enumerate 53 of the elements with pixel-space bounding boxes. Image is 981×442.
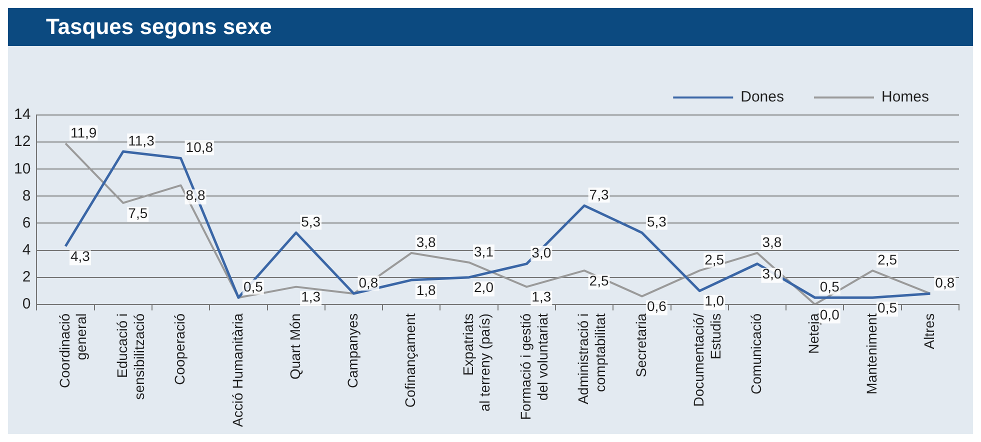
data-label: 2,5 (704, 251, 724, 268)
x-tick-label: Coordinació general (56, 313, 90, 388)
x-tick-label: Secretaria (632, 313, 649, 378)
x-tick-label: Acció Humanitària (229, 313, 246, 428)
data-label: 1,3 (532, 288, 552, 305)
data-label: 8,8 (186, 187, 206, 204)
data-label: 7,3 (589, 186, 609, 202)
data-label: 0,8 (935, 274, 955, 290)
y-tick-label: 10 (14, 160, 31, 178)
data-label: 1,0 (704, 292, 724, 309)
data-label: 1,3 (301, 288, 321, 305)
data-label: 2,0 (474, 279, 494, 296)
x-tick-label: Neteja (806, 313, 822, 354)
chart-title: Tasques segons sexe (8, 8, 973, 46)
y-tick-label: 8 (22, 187, 31, 204)
data-label: 4,3 (70, 248, 90, 264)
y-tick-label: 14 (14, 106, 31, 124)
data-label: 3,0 (762, 266, 782, 282)
x-tick-label: Documentació/ Estudis (690, 313, 724, 407)
data-label: 0,8 (358, 274, 378, 290)
y-tick-label: 4 (22, 241, 31, 258)
data-label: 3,8 (762, 234, 782, 250)
x-tick-label: Expatriats al terreny (país) (460, 313, 493, 412)
data-label: 0,5 (878, 299, 898, 316)
data-label: 10,8 (186, 139, 214, 156)
data-label: 0,5 (820, 278, 840, 294)
legend-label: Dones (740, 88, 784, 106)
x-tick-label: Comunicació (748, 313, 764, 394)
y-tick-label: 2 (22, 268, 31, 286)
data-label: 1,8 (416, 282, 436, 298)
x-tick-label: Altres (921, 313, 938, 350)
data-label: 0,0 (820, 306, 840, 322)
data-label: 5,3 (646, 214, 667, 230)
data-label: 0,6 (646, 298, 667, 314)
data-label: 11,3 (128, 132, 155, 148)
data-label: 2,5 (589, 272, 609, 288)
y-tick-label: 6 (22, 214, 31, 232)
x-tick-label: Campanyes (344, 313, 361, 388)
legend-label: Homes (881, 88, 930, 106)
data-label: 0,5 (243, 278, 264, 294)
data-label: 7,5 (128, 204, 148, 221)
data-label: 3,1 (474, 243, 494, 260)
x-tick-label: Cofinançament (402, 313, 418, 408)
x-tick-label: Manteniment (863, 313, 880, 394)
data-label: 3,0 (532, 244, 552, 261)
data-label: 5,3 (301, 214, 321, 230)
data-label: 11,9 (70, 124, 97, 140)
y-tick-label: 0 (22, 296, 31, 313)
data-label: 2,5 (878, 251, 898, 268)
x-tick-label: Quart Món (286, 313, 303, 380)
y-tick-label: 12 (14, 133, 31, 150)
data-label: 3,8 (416, 234, 436, 250)
x-tick-label: Cooperació (172, 313, 188, 386)
